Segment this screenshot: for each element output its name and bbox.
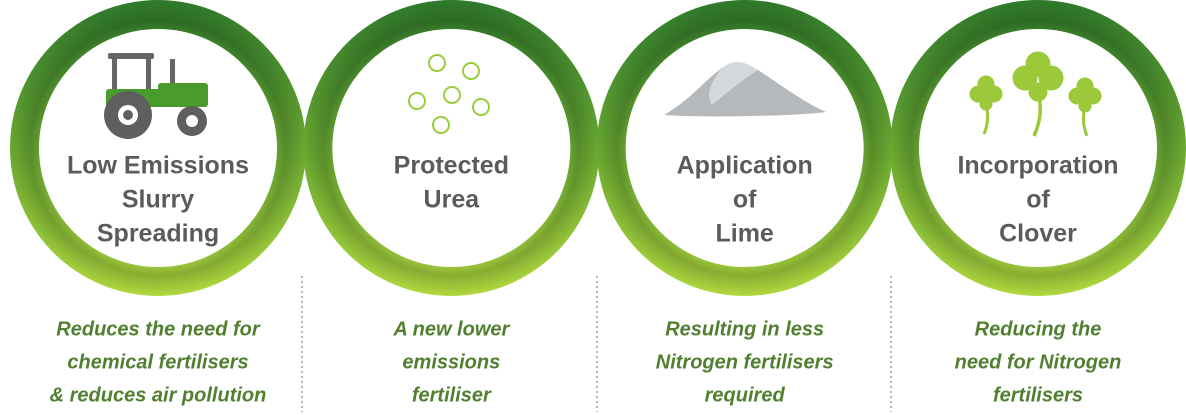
- step-title: Urea: [424, 186, 481, 214]
- step-description: Reducing the: [975, 318, 1102, 340]
- texts: Low Emissions Slurry Spreading Reduces the …: [50, 152, 1122, 407]
- circles: [10, 0, 1186, 296]
- step-circle: [890, 0, 1186, 296]
- icons: [104, 51, 1102, 139]
- inner-disc: [625, 29, 864, 267]
- step-title: of: [733, 186, 757, 214]
- step-circle: [10, 0, 306, 296]
- step-title: Application: [677, 152, 813, 180]
- step-description: fertiliser: [412, 384, 492, 406]
- step-title: Clover: [999, 220, 1077, 248]
- step-description: fertilisers: [993, 384, 1083, 406]
- step-description: Resulting in less: [665, 318, 824, 340]
- step-description: need for Nitrogen: [955, 351, 1122, 373]
- step-description: Reduces the need for: [56, 318, 261, 340]
- lime-icon: [664, 62, 826, 117]
- step-description: required: [705, 384, 786, 406]
- tractor-icon: [104, 53, 208, 139]
- step-title: Low Emissions: [67, 152, 249, 180]
- step-description: chemical fertilisers: [67, 351, 248, 373]
- clover-icon: [969, 51, 1102, 137]
- step-title: Incorporation: [957, 152, 1118, 180]
- step-circle: [596, 0, 893, 296]
- step-circle: [303, 0, 600, 296]
- inner-disc: [332, 29, 571, 267]
- step-description: & reduces air pollution: [50, 384, 267, 406]
- step-description: emissions: [402, 351, 500, 373]
- step-title: Protected: [394, 152, 509, 180]
- step-description: Nitrogen fertilisers: [656, 351, 834, 373]
- inner-disc: [39, 29, 277, 267]
- step-title: of: [1026, 186, 1050, 214]
- step-description: A new lower: [392, 318, 510, 340]
- granules-icon: [408, 54, 490, 134]
- step-title: Spreading: [97, 220, 219, 248]
- step-title: Slurry: [122, 186, 194, 214]
- step-title: Lime: [715, 220, 773, 248]
- separators: [301, 276, 892, 412]
